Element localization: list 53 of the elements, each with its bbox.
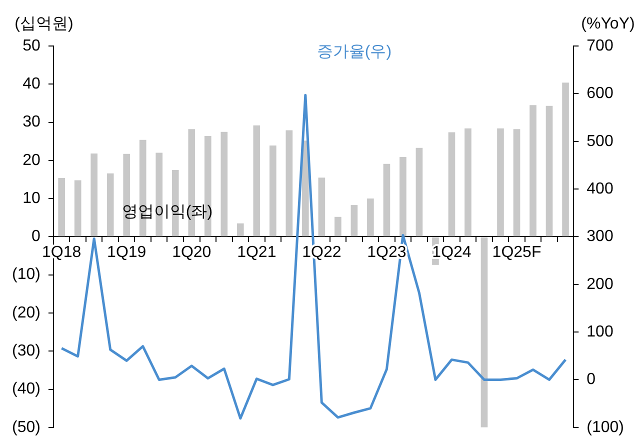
bar xyxy=(497,128,504,236)
y-tick-label: (40) xyxy=(12,380,40,398)
y-tick-label: 20 xyxy=(22,152,41,169)
bar xyxy=(562,82,569,236)
y-tick-label: 30 xyxy=(22,114,41,131)
bar xyxy=(448,132,456,236)
y-tick-label: 40 xyxy=(22,76,41,93)
x-tick-label: 1Q20 xyxy=(172,244,212,262)
bar xyxy=(318,178,326,236)
bar xyxy=(464,128,472,236)
y2-tick-label: 700 xyxy=(586,37,614,54)
x-tick-label: 1Q19 xyxy=(107,244,146,262)
y-tick-label: (50) xyxy=(12,418,40,436)
x-tick-label: 1Q24 xyxy=(432,244,472,262)
y2-tick-label: 0 xyxy=(586,371,596,388)
bar xyxy=(367,198,374,236)
y-tick-label: (20) xyxy=(12,304,40,322)
bar xyxy=(383,164,390,236)
x-tick-label: 1Q21 xyxy=(237,244,276,262)
bar xyxy=(253,125,260,236)
bar xyxy=(334,216,342,236)
bar xyxy=(269,146,276,236)
y-tick-label: 50 xyxy=(22,37,41,54)
y2-tick-label: 400 xyxy=(586,180,614,198)
y-tick-label: (10) xyxy=(12,266,40,284)
bar xyxy=(546,106,553,236)
bar xyxy=(286,130,293,236)
y-tick-label: 10 xyxy=(22,190,41,207)
bar xyxy=(74,180,82,236)
bar xyxy=(416,148,423,236)
bar xyxy=(400,156,406,236)
y2-tick-label: 200 xyxy=(586,276,614,293)
series-label: 영업이익(좌) xyxy=(122,203,213,220)
y2-tick-label: 300 xyxy=(586,228,614,246)
bar xyxy=(350,205,358,236)
bar xyxy=(106,173,114,236)
bar xyxy=(530,105,536,236)
y2-tick-label: 100 xyxy=(586,323,614,340)
y2-tick-label: 500 xyxy=(586,132,614,150)
bar xyxy=(90,154,98,236)
y2-tick-label: 600 xyxy=(586,85,614,102)
bar xyxy=(480,237,488,428)
y-tick-label: 0 xyxy=(32,228,41,246)
bar xyxy=(236,223,244,236)
bar xyxy=(513,129,520,236)
bar xyxy=(220,132,228,236)
y-axis-title: (십억원) xyxy=(14,15,74,32)
bar xyxy=(58,178,65,236)
y2-tick-label: (100) xyxy=(586,418,624,436)
text: 증가율(우) xyxy=(316,43,392,60)
x-tick-label: 1Q25F xyxy=(492,244,542,262)
y2-axis-title: (%YoY) xyxy=(581,15,635,32)
y-tick-label: (30) xyxy=(12,342,40,360)
